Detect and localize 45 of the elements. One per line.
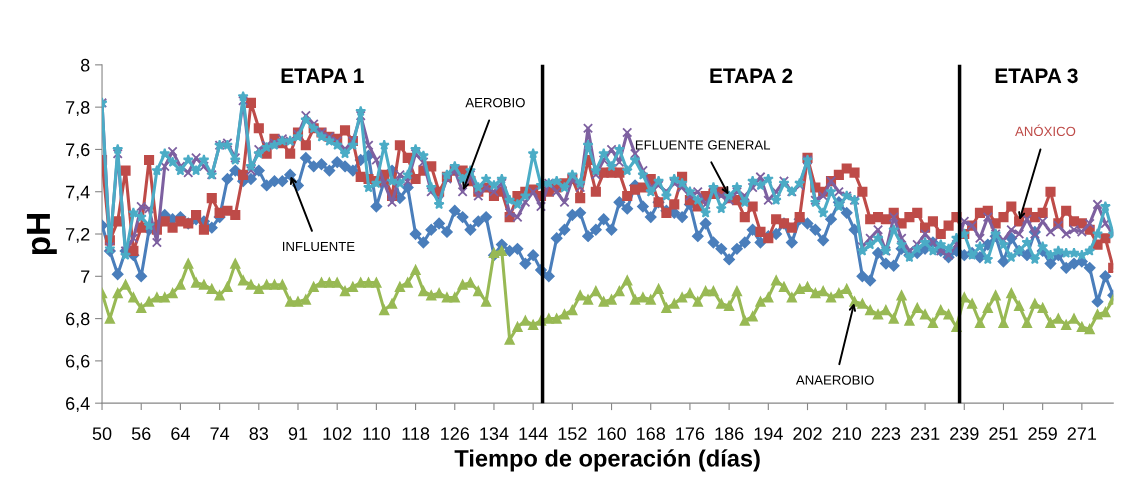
y-tick-label: 7 (81, 270, 90, 283)
y-tick-label: 8 (80, 58, 90, 72)
x-tick-label: 126 (441, 427, 470, 441)
x-tick-label: 152 (558, 427, 587, 441)
x-tick-label: 144 (519, 427, 548, 440)
x-tick-label: 202 (793, 427, 822, 441)
x-tick-label: 239 (950, 427, 979, 441)
x-tick-label: 64 (171, 427, 190, 441)
x-tick-label: 194 (754, 427, 783, 441)
x-tick-label: 74 (210, 427, 230, 440)
y-tick-label: 7,6 (66, 143, 90, 159)
x-tick-label: 134 (480, 427, 509, 441)
x-tick-label: 91 (288, 427, 308, 441)
text: ANAEROBIO (795, 375, 874, 385)
x-tick-label: 56 (131, 427, 151, 441)
y-tick-label: 7,8 (66, 101, 90, 116)
x-tick-label: 176 (676, 427, 705, 441)
annotation: ETAPA 2 (710, 68, 793, 83)
y-tick-label: 6,6 (66, 354, 90, 370)
x-tick-label: 271 (1067, 427, 1097, 440)
x-tick-label: 50 (92, 427, 112, 441)
y-tick-label: 6,8 (66, 312, 90, 328)
annotation: ETAPA 1 (281, 68, 364, 83)
text: INFLUENTE (282, 241, 355, 252)
y-axis-title: pH (26, 214, 57, 255)
x-tick-label: 231 (910, 427, 940, 441)
y-tick-label: 7,4 (66, 185, 90, 201)
x-axis-title: Tiempo de operación (días) (454, 449, 760, 472)
x-tick-label: 259 (1028, 427, 1057, 441)
y-tick-label: 6,4 (66, 397, 90, 413)
annotation: ETAPA 3 (995, 68, 1078, 84)
x-tick-label: 160 (597, 427, 626, 441)
y-tick-label: 7,2 (66, 227, 90, 243)
x-tick-label: 210 (832, 427, 862, 441)
x-tick-label: 168 (637, 427, 666, 441)
text: AEROBIO (465, 97, 525, 108)
x-tick-label: 110 (363, 427, 391, 441)
x-tick-label: 83 (249, 427, 269, 441)
x-tick-label: 102 (323, 427, 352, 441)
x-tick-label: 186 (715, 427, 744, 441)
x-tick-label: 251 (989, 427, 1018, 441)
x-tick-label: 118 (402, 427, 430, 441)
x-tick-label: 223 (871, 427, 901, 441)
text: ANÓXICO (1015, 124, 1076, 137)
series-label: EFLUENTE GENERAL (635, 140, 771, 150)
